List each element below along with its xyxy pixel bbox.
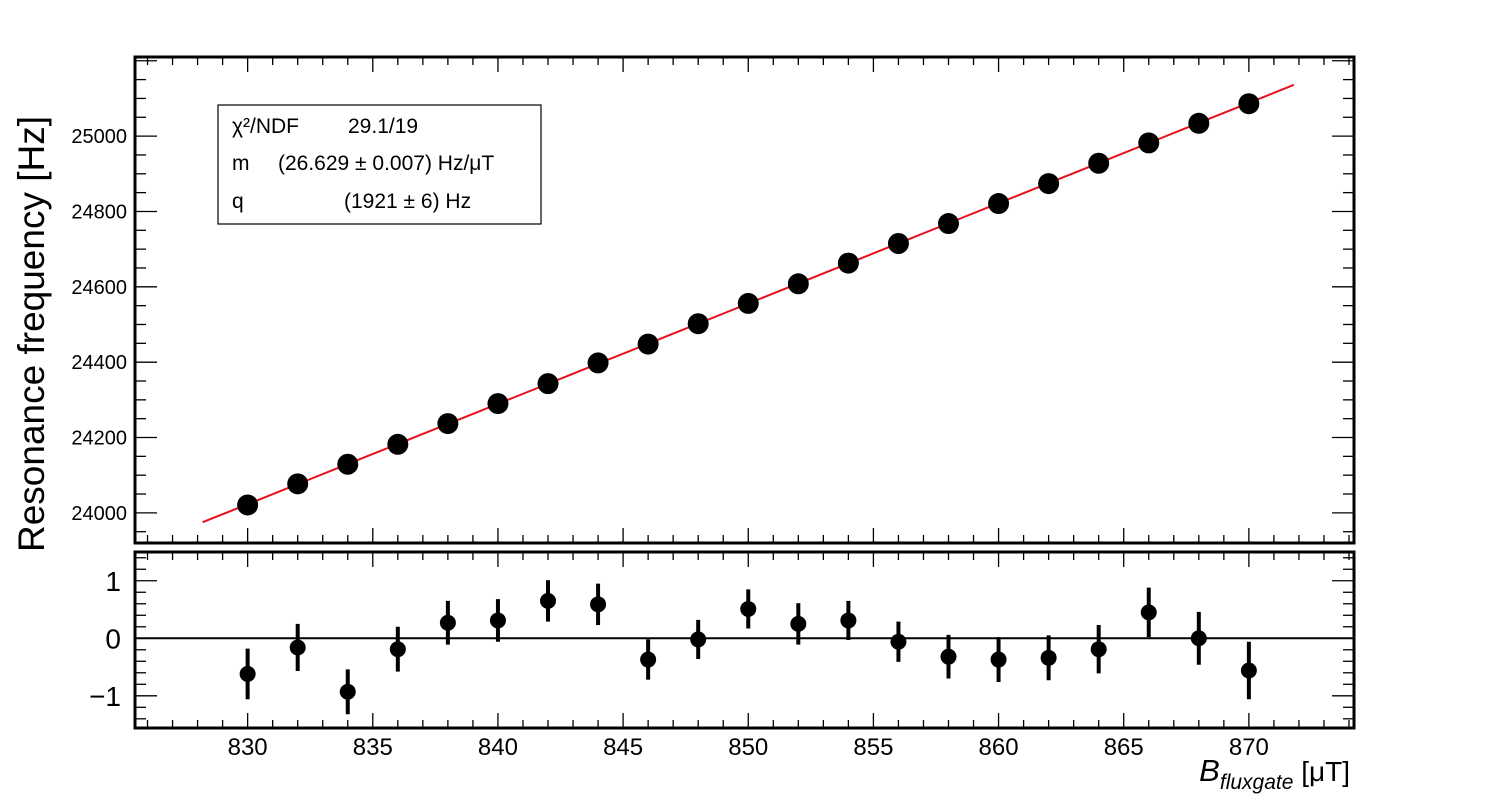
- residual-point: [740, 600, 757, 617]
- residual-point: [239, 665, 256, 682]
- residual-point: [1040, 649, 1057, 666]
- data-point: [938, 213, 960, 235]
- top-panel-ticks: [135, 57, 1354, 543]
- residual-point: [1140, 604, 1157, 621]
- x-tick-label: 840: [478, 734, 518, 761]
- data-point: [887, 232, 909, 254]
- top-data-points: [237, 93, 1260, 516]
- x-tick-label: 860: [979, 734, 1019, 761]
- x-tick-label: 850: [728, 734, 768, 761]
- stats-label-m: m: [232, 152, 250, 175]
- x-tick-label: 855: [853, 734, 893, 761]
- x-tick-label: 830: [228, 734, 268, 761]
- top-y-tick-labels: 24000 24200 24400 24600 24800 25000: [71, 126, 127, 525]
- data-point: [787, 273, 809, 295]
- x-tick-label: 865: [1104, 734, 1144, 761]
- x-axis-label-main: B: [1199, 753, 1220, 788]
- data-point: [587, 352, 609, 374]
- residual-point: [439, 614, 456, 631]
- x-tick-label: 845: [603, 734, 643, 761]
- y-axis-label: Resonance frequency [Hz]: [11, 116, 52, 552]
- data-point: [337, 453, 359, 475]
- data-point: [687, 313, 709, 335]
- residual-point: [690, 631, 707, 648]
- data-point: [737, 292, 759, 314]
- data-point: [1238, 93, 1260, 115]
- stats-value-q: (1921 ± 6) Hz: [344, 190, 471, 213]
- residual-point: [890, 633, 907, 650]
- data-point: [988, 193, 1010, 215]
- x-axis-label-unit: [μT]: [1293, 756, 1350, 787]
- residual-point: [790, 615, 807, 632]
- bottom-y-tick-labels: −1 0 1: [89, 566, 121, 712]
- x-tick-labels: 830 835 840 845 850 855 860 865 870: [228, 734, 1269, 761]
- top-y-tick-label: 25000: [71, 126, 127, 148]
- residual-point: [389, 641, 406, 658]
- residual-point: [1240, 662, 1257, 679]
- data-point: [287, 473, 309, 495]
- stats-label-q: q: [232, 190, 244, 213]
- top-panel-frame: [133, 55, 1356, 545]
- data-point: [837, 252, 859, 274]
- x-tick-label: 835: [353, 734, 393, 761]
- x-axis-label-subscript: fluxgate: [1220, 771, 1294, 794]
- stats-value-chi2: 29.1/19: [348, 115, 418, 138]
- data-point: [1088, 152, 1110, 174]
- top-y-tick-label: 24000: [71, 503, 127, 525]
- residual-point: [489, 612, 506, 629]
- stats-value-m: (26.629 ± 0.007) Hz/μT: [278, 152, 494, 175]
- residual-point: [289, 639, 306, 656]
- stats-box-frame: [217, 104, 542, 225]
- data-point: [237, 494, 259, 516]
- residual-point: [840, 612, 857, 629]
- top-y-tick-label: 24600: [71, 277, 127, 299]
- data-point: [637, 333, 659, 355]
- data-point: [387, 433, 409, 455]
- data-point: [1188, 112, 1210, 134]
- top-y-tick-label: 24200: [71, 428, 127, 450]
- residual-point: [1090, 641, 1107, 658]
- data-point: [487, 393, 509, 415]
- data-point: [537, 373, 559, 395]
- residual-point: [339, 683, 356, 700]
- residual-point: [940, 648, 957, 665]
- data-point: [1038, 173, 1060, 195]
- bottom-y-tick-label: 1: [105, 566, 121, 597]
- residual-point: [990, 651, 1007, 668]
- x-tick-label: 870: [1229, 734, 1269, 761]
- residual-point: [640, 651, 657, 668]
- bottom-y-tick-label: −1: [89, 681, 121, 712]
- bottom-panel-ticks: [135, 552, 1354, 728]
- residual-point: [540, 592, 557, 609]
- top-y-tick-label: 24400: [71, 352, 127, 374]
- residual-point: [590, 596, 607, 613]
- top-y-tick-label: 24800: [71, 201, 127, 223]
- stats-label-chi2: χ²/NDF: [232, 115, 299, 138]
- x-axis-label: Bfluxgate [μT]: [1199, 753, 1350, 794]
- data-point: [1138, 132, 1160, 154]
- residual-points: [239, 580, 1257, 715]
- stats-box: χ²/NDF 29.1/19 m (26.629 ± 0.007) Hz/μT …: [217, 104, 542, 225]
- residual-point: [1190, 630, 1207, 647]
- data-point: [437, 413, 459, 435]
- bottom-y-tick-label: 0: [105, 623, 121, 654]
- bottom-panel-frame: [133, 550, 1356, 730]
